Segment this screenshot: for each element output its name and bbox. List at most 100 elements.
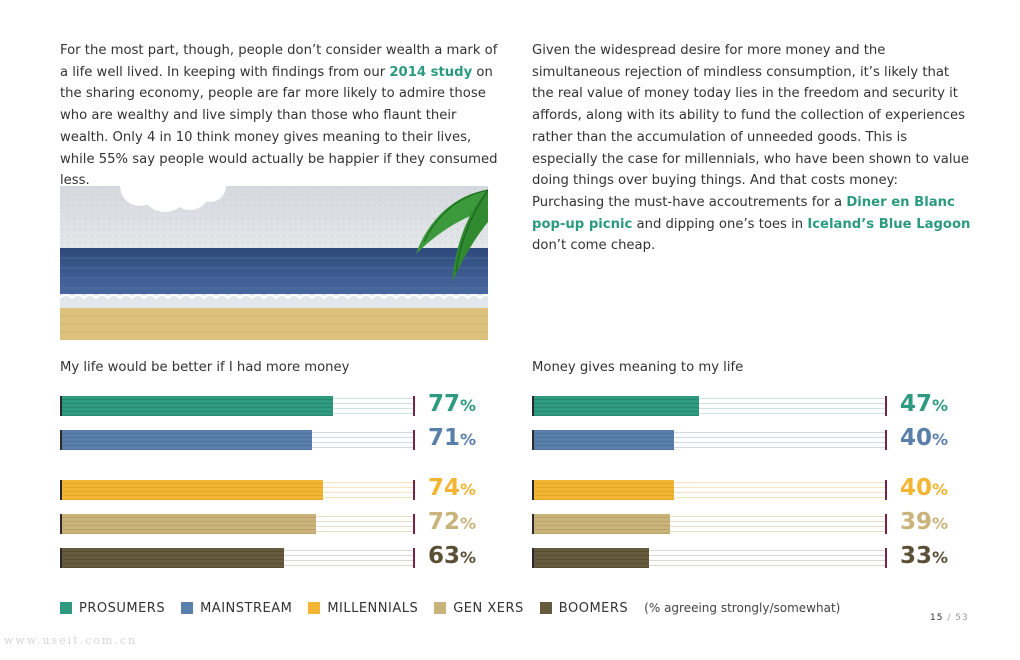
data-label-unit: % <box>460 548 477 567</box>
bar-end-tick <box>885 480 887 500</box>
bar-start-tick <box>60 480 62 500</box>
legend-item-mainstream: MAINSTREAM <box>181 601 292 616</box>
data-label-value: 40 <box>900 475 933 501</box>
right-paragraph-text-3: don’t come cheap. <box>532 238 656 254</box>
legend-label: MAINSTREAM <box>200 600 293 616</box>
bar <box>532 514 671 534</box>
bar-end-tick <box>413 514 415 534</box>
data-label: 74% <box>428 475 476 501</box>
legend-item-millennials: MILLENNIALS <box>308 601 418 616</box>
bar-start-tick <box>532 430 534 450</box>
bar <box>532 548 650 568</box>
bar-row-mainstream: 40% <box>532 425 992 452</box>
legend-label: PROSUMERS <box>79 600 166 616</box>
legend-swatch <box>60 602 72 614</box>
data-label: 40% <box>900 475 948 501</box>
link-diner-en-blanc[interactable]: Diner en Blanc pop-up picnic <box>532 194 955 232</box>
legend: PROSUMERS MAINSTREAM MILLENNIALS GEN XER… <box>60 600 840 616</box>
bar <box>532 396 699 416</box>
bar-row-prosumers: 47% <box>532 391 992 418</box>
bar-row-boomers: 33% <box>532 543 992 570</box>
data-label: 47% <box>900 391 948 417</box>
left-paragraph-text-1: For the most part, though, people don’t … <box>60 43 498 80</box>
data-label: 39% <box>900 509 948 535</box>
page-current: 15 <box>930 613 944 623</box>
data-label-unit: % <box>932 548 949 567</box>
data-label-value: 74 <box>428 475 461 501</box>
data-label-unit: % <box>460 430 477 449</box>
bar <box>60 548 284 568</box>
bar-start-tick <box>532 548 534 568</box>
bar <box>60 480 323 500</box>
data-label: 33% <box>900 543 948 569</box>
data-label-value: 63 <box>428 543 461 569</box>
bar-end-tick <box>885 514 887 534</box>
data-label-unit: % <box>460 396 477 415</box>
data-label: 63% <box>428 543 476 569</box>
legend-swatch <box>308 602 321 614</box>
bar <box>60 396 334 416</box>
link-blue-lagoon[interactable]: Iceland’s Blue Lagoon <box>807 216 971 232</box>
bar-start-tick <box>60 396 62 416</box>
legend-swatch <box>539 602 552 614</box>
bar-end-tick <box>885 396 887 416</box>
bar-end-tick <box>413 430 415 450</box>
bar-row-gen-xers: 72% <box>60 509 520 536</box>
chart-1-title: My life would be better if I had more mo… <box>60 360 350 375</box>
chart-2-title: Money gives meaning to my life <box>532 360 744 375</box>
data-label-value: 71 <box>428 425 461 451</box>
data-label-unit: % <box>932 430 949 449</box>
page-total: / 53 <box>947 613 969 623</box>
beach-illustration <box>60 186 488 340</box>
bar-row-boomers: 63% <box>60 543 520 570</box>
legend-note: (% agreeing strongly/somewhat) <box>644 601 841 615</box>
right-paragraph-text-2: and dipping one’s toes in <box>632 216 808 232</box>
legend-item-gen-xers: GEN XERS <box>434 601 524 616</box>
left-body-paragraph: For the most part, though, people don’t … <box>60 40 500 192</box>
legend-label: MILLENNIALS <box>327 600 419 616</box>
data-label-unit: % <box>460 480 477 499</box>
bar-row-millennials: 74% <box>60 475 520 502</box>
watermark-text: www.useit.com.cn <box>4 634 138 647</box>
sea <box>60 248 488 298</box>
data-label-value: 77 <box>428 391 461 417</box>
bar-start-tick <box>60 548 62 568</box>
left-paragraph-text-2: on the sharing economy, people are far m… <box>60 64 498 189</box>
bar-end-tick <box>413 480 415 500</box>
data-label: 77% <box>428 391 476 417</box>
palm-leaves <box>416 189 488 282</box>
bar-end-tick <box>885 548 887 568</box>
right-body-paragraph: Given the widespread desire for more mon… <box>532 40 972 257</box>
data-label: 71% <box>428 425 476 451</box>
bar-row-millennials: 40% <box>532 475 992 502</box>
bar-start-tick <box>60 430 62 450</box>
data-label-value: 47 <box>900 391 933 417</box>
data-label-unit: % <box>932 480 949 499</box>
bar-start-tick <box>60 514 62 534</box>
legend-item-boomers: BOOMERS <box>539 600 629 616</box>
data-label-value: 40 <box>900 425 933 451</box>
data-label: 72% <box>428 509 476 535</box>
bar <box>532 480 674 500</box>
data-label-unit: % <box>932 514 949 533</box>
legend-label: BOOMERS <box>558 600 629 616</box>
bar <box>60 430 313 450</box>
data-label-value: 33 <box>900 543 933 569</box>
bar-start-tick <box>532 480 534 500</box>
bar-end-tick <box>413 548 415 568</box>
data-label: 40% <box>900 425 948 451</box>
bar-start-tick <box>532 396 534 416</box>
link-2014-study[interactable]: 2014 study <box>389 64 473 80</box>
beach-scene-svg <box>60 186 488 340</box>
legend-label: GEN XERS <box>453 600 524 616</box>
legend-swatch <box>434 602 447 614</box>
right-paragraph-text-1: Given the widespread desire for more mon… <box>532 43 969 210</box>
page-number: 15 / 53 <box>930 613 969 623</box>
bar-end-tick <box>885 430 887 450</box>
bar-row-mainstream: 71% <box>60 425 520 452</box>
bar-row-prosumers: 77% <box>60 391 520 418</box>
data-label-unit: % <box>460 514 477 533</box>
legend-swatch <box>181 602 194 614</box>
data-label-unit: % <box>932 396 949 415</box>
bar-start-tick <box>532 514 534 534</box>
